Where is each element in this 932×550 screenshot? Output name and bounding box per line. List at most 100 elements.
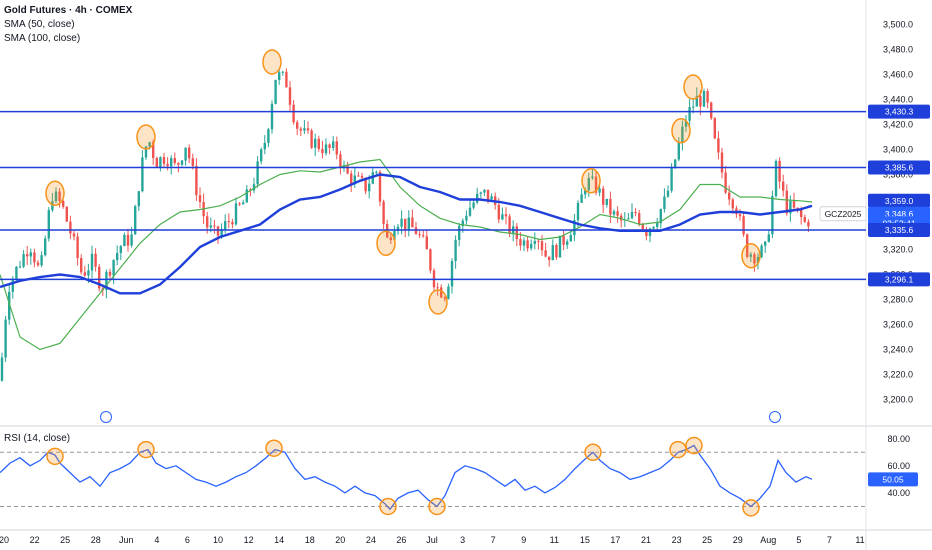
- candle-body: [162, 157, 166, 164]
- candle-body: [242, 202, 245, 205]
- candle-body: [292, 104, 295, 123]
- candle-body: [155, 157, 158, 168]
- candle-body: [188, 147, 191, 159]
- price-label-text: 3,385.6: [885, 163, 914, 173]
- candle-body: [756, 257, 760, 264]
- time-tick-label: Jul: [426, 535, 438, 545]
- candle-body: [198, 195, 202, 203]
- horizontal-levels[interactable]: [0, 110, 866, 281]
- candle-body: [44, 238, 47, 256]
- candle-body: [195, 165, 198, 196]
- time-axis: 20 22 25 28 Jun 4 6 10 12 14 18 20 24 26 Jul 3 7 9 11 15 17 2…: [0, 535, 865, 545]
- price-highlight-marker: [136, 124, 156, 150]
- candle-body: [22, 254, 25, 267]
- candle-body: [548, 256, 551, 261]
- candle-body: [569, 235, 572, 242]
- time-tick-label: 7: [827, 535, 832, 545]
- candle-body: [116, 253, 119, 261]
- price-tick-label: 3,420.0: [883, 120, 913, 130]
- candle-body: [346, 165, 349, 174]
- candle-body: [562, 235, 565, 245]
- time-tick-label: Aug: [760, 535, 776, 545]
- candle-body: [774, 160, 778, 197]
- price-highlight-marker: [741, 243, 761, 269]
- candle-body: [389, 237, 392, 240]
- candle-body: [504, 214, 508, 217]
- candle-body: [616, 211, 619, 216]
- candle-body: [299, 128, 302, 131]
- candle-body: [591, 176, 594, 178]
- price-tick-label: 3,400.0: [883, 145, 913, 155]
- rsi-tick-label: 60.00: [887, 461, 910, 471]
- candle-body: [220, 229, 223, 236]
- time-tick-label: 9: [521, 535, 526, 545]
- candle-body: [540, 241, 544, 251]
- candle-body: [767, 234, 770, 242]
- time-tick-label: 28: [91, 535, 101, 545]
- candle-body: [206, 216, 209, 228]
- candle-body: [764, 241, 767, 246]
- candle-body: [191, 158, 194, 166]
- candle-body: [652, 226, 655, 229]
- candle-body: [778, 160, 781, 182]
- candle-body: [224, 221, 227, 230]
- rsi-highlight-marker: [428, 497, 446, 516]
- candle-body: [321, 148, 324, 154]
- candle-body: [126, 234, 130, 246]
- rsi-tick-label: 40.00: [887, 488, 910, 498]
- candle-body: [328, 144, 331, 149]
- candle-body: [681, 126, 684, 143]
- price-label-text: 3,296.1: [885, 274, 914, 284]
- candle-body: [51, 201, 54, 211]
- candle-body: [119, 246, 122, 254]
- candle-body: [357, 175, 360, 177]
- price-label-box: [868, 104, 930, 119]
- candle-body: [252, 184, 256, 191]
- candle-body: [641, 224, 644, 230]
- rsi-highlight-marker: [669, 440, 687, 459]
- candle-body: [260, 149, 263, 162]
- candle-body: [310, 130, 313, 148]
- candle-body: [472, 202, 475, 208]
- candle-body: [436, 287, 439, 289]
- price-tick-label: 3,200.0: [883, 395, 913, 405]
- candle-body: [684, 120, 688, 127]
- candle-body: [486, 189, 490, 200]
- candle-body: [602, 188, 605, 205]
- candle-body: [278, 72, 281, 80]
- candle-body: [134, 206, 137, 235]
- candle-body: [612, 211, 616, 215]
- candle-body: [213, 225, 216, 227]
- candle-body: [303, 128, 306, 131]
- candle-body: [177, 162, 180, 165]
- candle-body: [98, 266, 101, 289]
- event-marker-icon: [769, 411, 781, 423]
- sma100-line: [0, 173, 813, 295]
- candle-body: [573, 220, 576, 236]
- price-tick-label: 3,280.0: [883, 295, 913, 305]
- candle-body: [180, 160, 184, 165]
- candle-body: [400, 218, 403, 227]
- candle-body: [314, 138, 317, 148]
- candle-body: [26, 254, 29, 257]
- chart-legend: Gold Futures · 4h · COMEX SMA (50, close…: [4, 4, 132, 46]
- candle-body: [692, 106, 695, 108]
- candle-body: [69, 221, 72, 234]
- symbol-tag-box: [819, 206, 867, 222]
- candle-body: [677, 142, 680, 160]
- candle-body: [713, 118, 716, 139]
- candle-body: [306, 128, 310, 131]
- candle-body: [170, 158, 173, 167]
- price-highlight-marker: [683, 74, 703, 100]
- candle-body: [105, 271, 108, 290]
- candle-body: [627, 218, 630, 220]
- price-labels: 3,430.33,385.63,359.03,348.603:53:413,33…: [819, 104, 930, 487]
- candle-body: [18, 266, 22, 268]
- candle-body: [11, 278, 14, 292]
- candle-body: [429, 249, 432, 271]
- candle-body: [645, 229, 648, 237]
- price-highlight-marker: [376, 230, 396, 256]
- price-label-text: 3,359.0: [885, 196, 914, 206]
- candle-body: [760, 245, 763, 258]
